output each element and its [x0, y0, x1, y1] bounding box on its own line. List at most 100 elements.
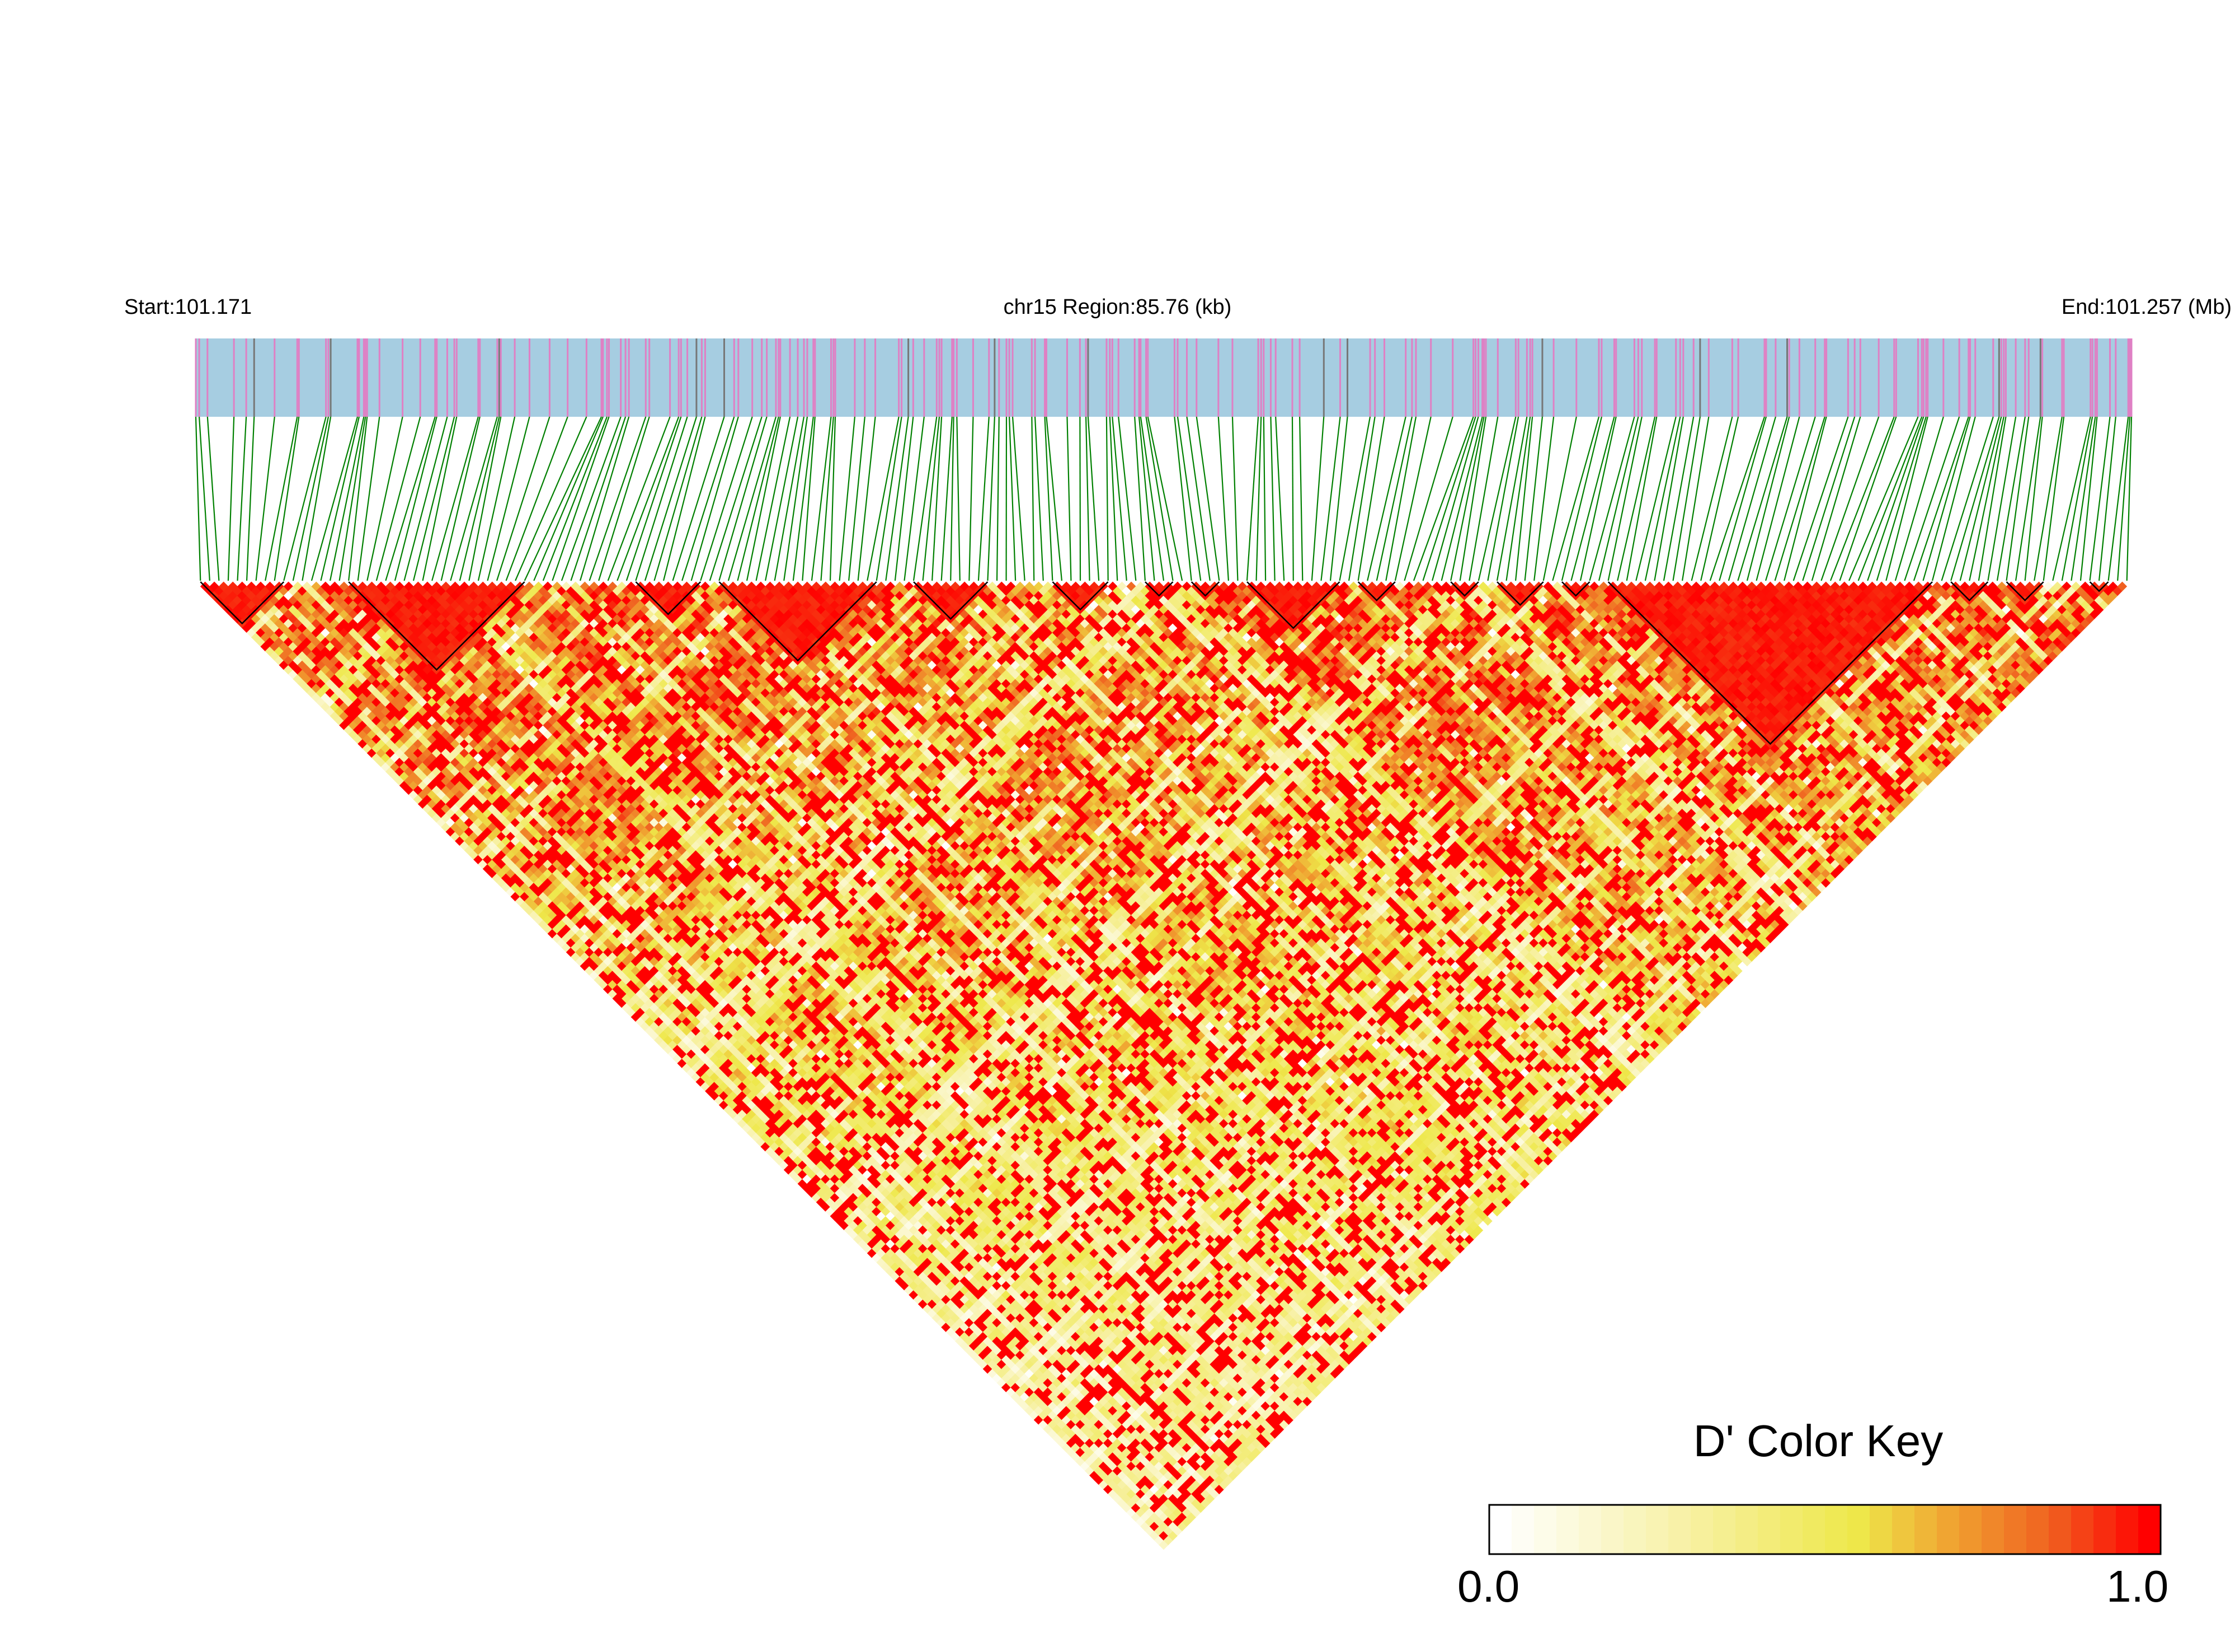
snp-connector-line — [1792, 416, 1849, 581]
snp-connector-line — [1231, 416, 1239, 581]
snp-connector-line — [2052, 416, 2091, 581]
snp-connector-line — [904, 416, 925, 581]
snp-connector-line — [515, 416, 587, 581]
snp-connector-line — [348, 416, 368, 581]
snp-connector-line — [1811, 416, 1861, 581]
snp-connector-line — [274, 416, 300, 581]
snp-connector-line — [940, 416, 953, 581]
snp-connector-line — [533, 416, 604, 581]
snp-connector-line — [431, 416, 479, 581]
snp-connector-line — [811, 416, 832, 581]
snp-connector-line — [195, 416, 201, 581]
snp-connector-line — [1505, 416, 1531, 581]
snp-connector-line — [1404, 416, 1453, 581]
snp-connector-line — [1422, 416, 1476, 581]
snp-connector-line — [1186, 416, 1211, 581]
snp-connector-line — [1246, 416, 1259, 581]
snp-connector-line — [310, 416, 359, 581]
snp-connector-line — [1174, 416, 1192, 581]
snp-connector-line — [570, 416, 627, 581]
snp-connector-line — [255, 416, 275, 581]
snp-connector-line — [1996, 416, 2026, 581]
snp-connector-line — [2034, 416, 2063, 581]
snp-connector-line — [1829, 416, 1895, 581]
snp-connector-line — [2015, 416, 2041, 581]
snp-connector-line — [1339, 416, 1371, 581]
snp-connector-line — [2024, 416, 2043, 581]
snp-connector-line — [1459, 416, 1487, 581]
snp-connector-line — [598, 416, 650, 581]
snp-connector-line — [950, 416, 954, 581]
snp-connector-line — [237, 416, 247, 581]
snp-connector-line — [1978, 416, 2007, 581]
snp-connector-line — [1941, 416, 1994, 581]
snp-connector-line — [662, 416, 706, 581]
snp-connector-line — [1357, 416, 1385, 581]
snp-connector-line — [505, 416, 568, 581]
snp-connector-line — [644, 416, 697, 581]
snp-connector-line — [2079, 416, 2098, 581]
snp-connector-line — [1867, 416, 1925, 581]
snp-connector-line — [1413, 416, 1474, 581]
snp-connector-line — [1134, 416, 1146, 581]
snp-connector-line — [1700, 416, 1739, 581]
snp-connector-line — [2117, 416, 2131, 581]
snp-connector-line — [1784, 416, 1827, 581]
snp-connector-line — [579, 416, 630, 581]
snp-connector-line — [2107, 416, 2129, 581]
snp-connector-line — [1598, 416, 1639, 581]
snp-connector-line — [1329, 416, 1348, 581]
snp-connector-line — [1376, 416, 1413, 581]
snp-connector-line — [1635, 416, 1677, 581]
snp-connector-line — [1746, 416, 1790, 581]
snp-connector-line — [1950, 416, 2000, 581]
snp-connector-line — [1959, 416, 2002, 581]
snp-connector-line — [1514, 416, 1533, 581]
snp-connector-line — [1876, 416, 1927, 581]
snp-connector-line — [246, 416, 255, 581]
snp-connector-line — [1044, 416, 1053, 581]
snp-connector-line — [672, 416, 725, 581]
snp-connector-line — [1487, 416, 1519, 581]
snp-connector-line — [1112, 416, 1127, 581]
snp-connector-line — [338, 416, 366, 581]
snp-connector-line — [1533, 416, 1555, 581]
snp-connector-line — [653, 416, 703, 581]
snp-connector-line — [329, 416, 365, 581]
snp-connector-line — [422, 416, 458, 581]
snp-connector-line — [607, 416, 671, 581]
snp-connector-line — [1196, 416, 1220, 581]
snp-connector-line — [302, 416, 332, 581]
snp-connector-line — [1118, 416, 1137, 581]
snp-connector-line — [1589, 416, 1635, 581]
snp-connector-line — [1385, 416, 1417, 581]
snp-connector-line — [1441, 416, 1483, 581]
snp-connector-line — [839, 416, 855, 581]
snp-connector-line — [283, 416, 327, 581]
snp-connector-line — [1031, 416, 1035, 581]
snp-connector-line — [727, 416, 777, 581]
snp-connector-line — [320, 416, 360, 581]
snp-connector-line — [2043, 416, 2065, 581]
snp-connector-line — [1552, 416, 1600, 581]
snp-connector-line — [1839, 416, 1897, 581]
snp-connector-line — [1109, 416, 1118, 581]
snp-connector-line — [1255, 416, 1262, 581]
snp-connector-line — [1987, 416, 2017, 581]
snp-connector-line — [1011, 416, 1025, 581]
snp-connector-line — [1932, 416, 1976, 581]
snp-connector-line — [765, 416, 799, 581]
snp-connector-line — [394, 416, 437, 581]
snp-connector-line — [1607, 416, 1643, 581]
snp-connector-line — [1644, 416, 1681, 581]
snp-connector-line — [1087, 416, 1100, 581]
snp-connector-line — [1765, 416, 1816, 581]
snp-connector-line — [561, 416, 622, 581]
snp-connector-line — [912, 416, 938, 581]
snp-connector-line — [820, 416, 834, 581]
snp-connector-line — [1085, 416, 1090, 581]
snp-connector-line — [1046, 416, 1062, 581]
snp-position-track — [195, 338, 2133, 417]
snp-connector-line — [1034, 416, 1044, 581]
snp-connector-line — [1432, 416, 1479, 581]
